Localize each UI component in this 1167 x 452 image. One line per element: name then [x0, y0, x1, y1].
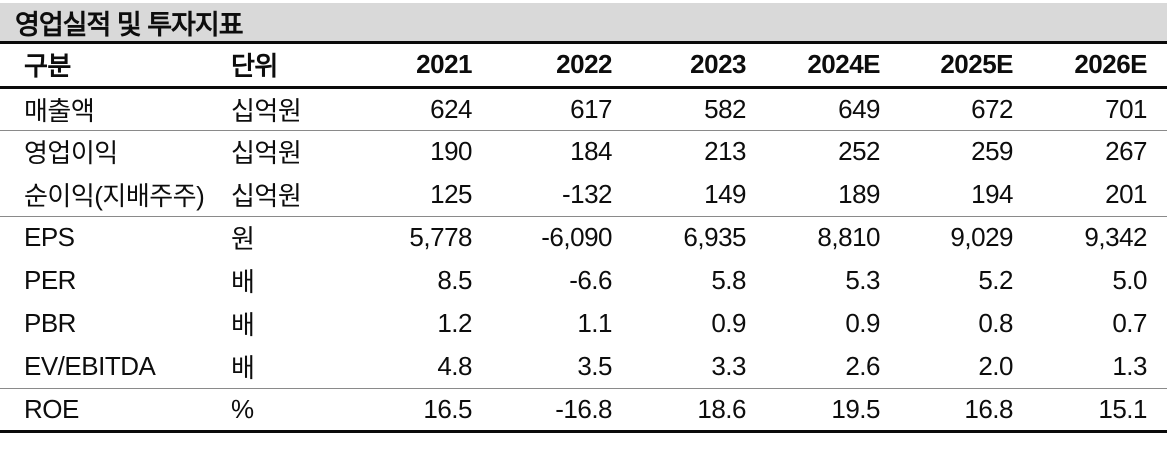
table-row-operating-profit: 영업이익 십억원 190 184 213 252 259 267: [0, 130, 1167, 173]
value-cell: 16.5: [423, 393, 472, 424]
unit-cell: %: [231, 393, 254, 424]
header-cell-category: 구분: [0, 44, 231, 89]
table-row-revenue: 매출액 십억원 624 617 582 649 672 701: [0, 87, 1167, 131]
value-cell: 6,935: [683, 222, 746, 253]
value-cell: 1.3: [1013, 345, 1167, 389]
value-cell: -6,090: [541, 222, 612, 253]
row-label: 매출액: [0, 87, 231, 131]
header-cell-year-2025e: 2025E: [880, 44, 1013, 89]
value-cell: 3.3: [612, 345, 746, 389]
value-cell: 18.6: [697, 393, 746, 424]
value-cell: 15.1: [1098, 393, 1147, 424]
value-cell: 16.8: [964, 393, 1013, 424]
value-cell: 0.9: [845, 308, 880, 338]
value-cell: 624: [338, 87, 472, 131]
row-label: 순이익(지배주주): [0, 173, 231, 217]
value-cell: 672: [880, 87, 1013, 131]
value-cell: 8.5: [437, 265, 472, 295]
value-cell: 617: [472, 87, 612, 131]
value-cell: 190: [430, 136, 472, 167]
table-title: 영업실적 및 투자지표: [15, 9, 244, 40]
value-cell: 8,810: [817, 222, 880, 253]
value-cell: 189: [746, 173, 880, 217]
unit-cell: 십억원: [231, 173, 338, 217]
value-cell: 201: [1013, 173, 1167, 217]
unit-cell: 십억원: [231, 138, 302, 169]
table-row-eps: EPS 원 5,778 -6,090 6,935 8,810 9,029 9,3…: [0, 216, 1167, 259]
header-cell-year-2021: 2021: [338, 44, 472, 89]
row-label: ROE: [24, 393, 79, 424]
value-cell: 5,778: [409, 222, 472, 253]
value-cell: 125: [338, 173, 472, 217]
unit-cell: 배: [231, 267, 255, 297]
value-cell: 149: [612, 173, 746, 217]
unit-cell: 십억원: [231, 87, 338, 131]
value-cell: 4.8: [338, 345, 472, 389]
table-row-ev-ebitda: EV/EBITDA 배 4.8 3.5 3.3 2.6 2.0 1.3: [0, 345, 1167, 389]
table-row-per: PER 배 8.5 -6.6 5.8 5.3 5.2 5.0: [0, 259, 1167, 302]
header-cell-year-2026e: 2026E: [1013, 44, 1167, 89]
header-cell-year-2023: 2023: [612, 44, 746, 89]
value-cell: 1.1: [577, 308, 612, 338]
value-cell: 701: [1013, 87, 1167, 131]
row-label: PER: [24, 265, 76, 295]
value-cell: 649: [746, 87, 880, 131]
row-label: EPS: [24, 222, 75, 253]
value-cell: 252: [838, 136, 880, 167]
unit-cell: 배: [231, 345, 338, 389]
value-cell: 582: [612, 87, 746, 131]
header-cell-unit: 단위: [231, 44, 338, 89]
value-cell: 5.3: [845, 265, 880, 295]
value-cell: 9,342: [1084, 222, 1147, 253]
value-cell: 184: [570, 136, 612, 167]
row-label: PBR: [24, 308, 76, 338]
financial-table: 구분 단위 2021 2022 2023 2024E 2025E 2026E 매…: [0, 44, 1167, 433]
row-label: EV/EBITDA: [0, 345, 231, 389]
value-cell: 194: [880, 173, 1013, 217]
value-cell: 1.2: [437, 308, 472, 338]
header-row: 구분 단위 2021 2022 2023 2024E 2025E 2026E: [0, 44, 1167, 89]
header-cell-year-2024e: 2024E: [746, 44, 880, 89]
value-cell: 2.6: [746, 345, 880, 389]
value-cell: 5.8: [711, 265, 746, 295]
value-cell: 0.7: [1112, 308, 1147, 338]
value-cell: 19.5: [831, 393, 880, 424]
table-row-roe: ROE % 16.5 -16.8 18.6 19.5 16.8 15.1: [0, 388, 1167, 431]
value-cell: 5.2: [978, 265, 1013, 295]
value-cell: -132: [472, 173, 612, 217]
table-row-pbr: PBR 배 1.2 1.1 0.9 0.9 0.8 0.7: [0, 302, 1167, 345]
table-row-net-profit: 순이익(지배주주) 십억원 125 -132 149 189 194 201: [0, 173, 1167, 217]
value-cell: 213: [704, 136, 746, 167]
value-cell: 9,029: [950, 222, 1013, 253]
header-cell-year-2022: 2022: [472, 44, 612, 89]
value-cell: 3.5: [472, 345, 612, 389]
value-cell: -16.8: [555, 393, 612, 424]
value-cell: 2.0: [880, 345, 1013, 389]
value-cell: 0.8: [978, 308, 1013, 338]
unit-cell: 배: [231, 310, 255, 340]
value-cell: 259: [971, 136, 1013, 167]
unit-cell: 원: [231, 224, 255, 255]
value-cell: 267: [1105, 136, 1147, 167]
table-title-band: 영업실적 및 투자지표: [0, 3, 1167, 44]
value-cell: 0.9: [711, 308, 746, 338]
row-label: 영업이익: [24, 138, 118, 169]
value-cell: 5.0: [1112, 265, 1147, 295]
value-cell: -6.6: [569, 265, 612, 295]
